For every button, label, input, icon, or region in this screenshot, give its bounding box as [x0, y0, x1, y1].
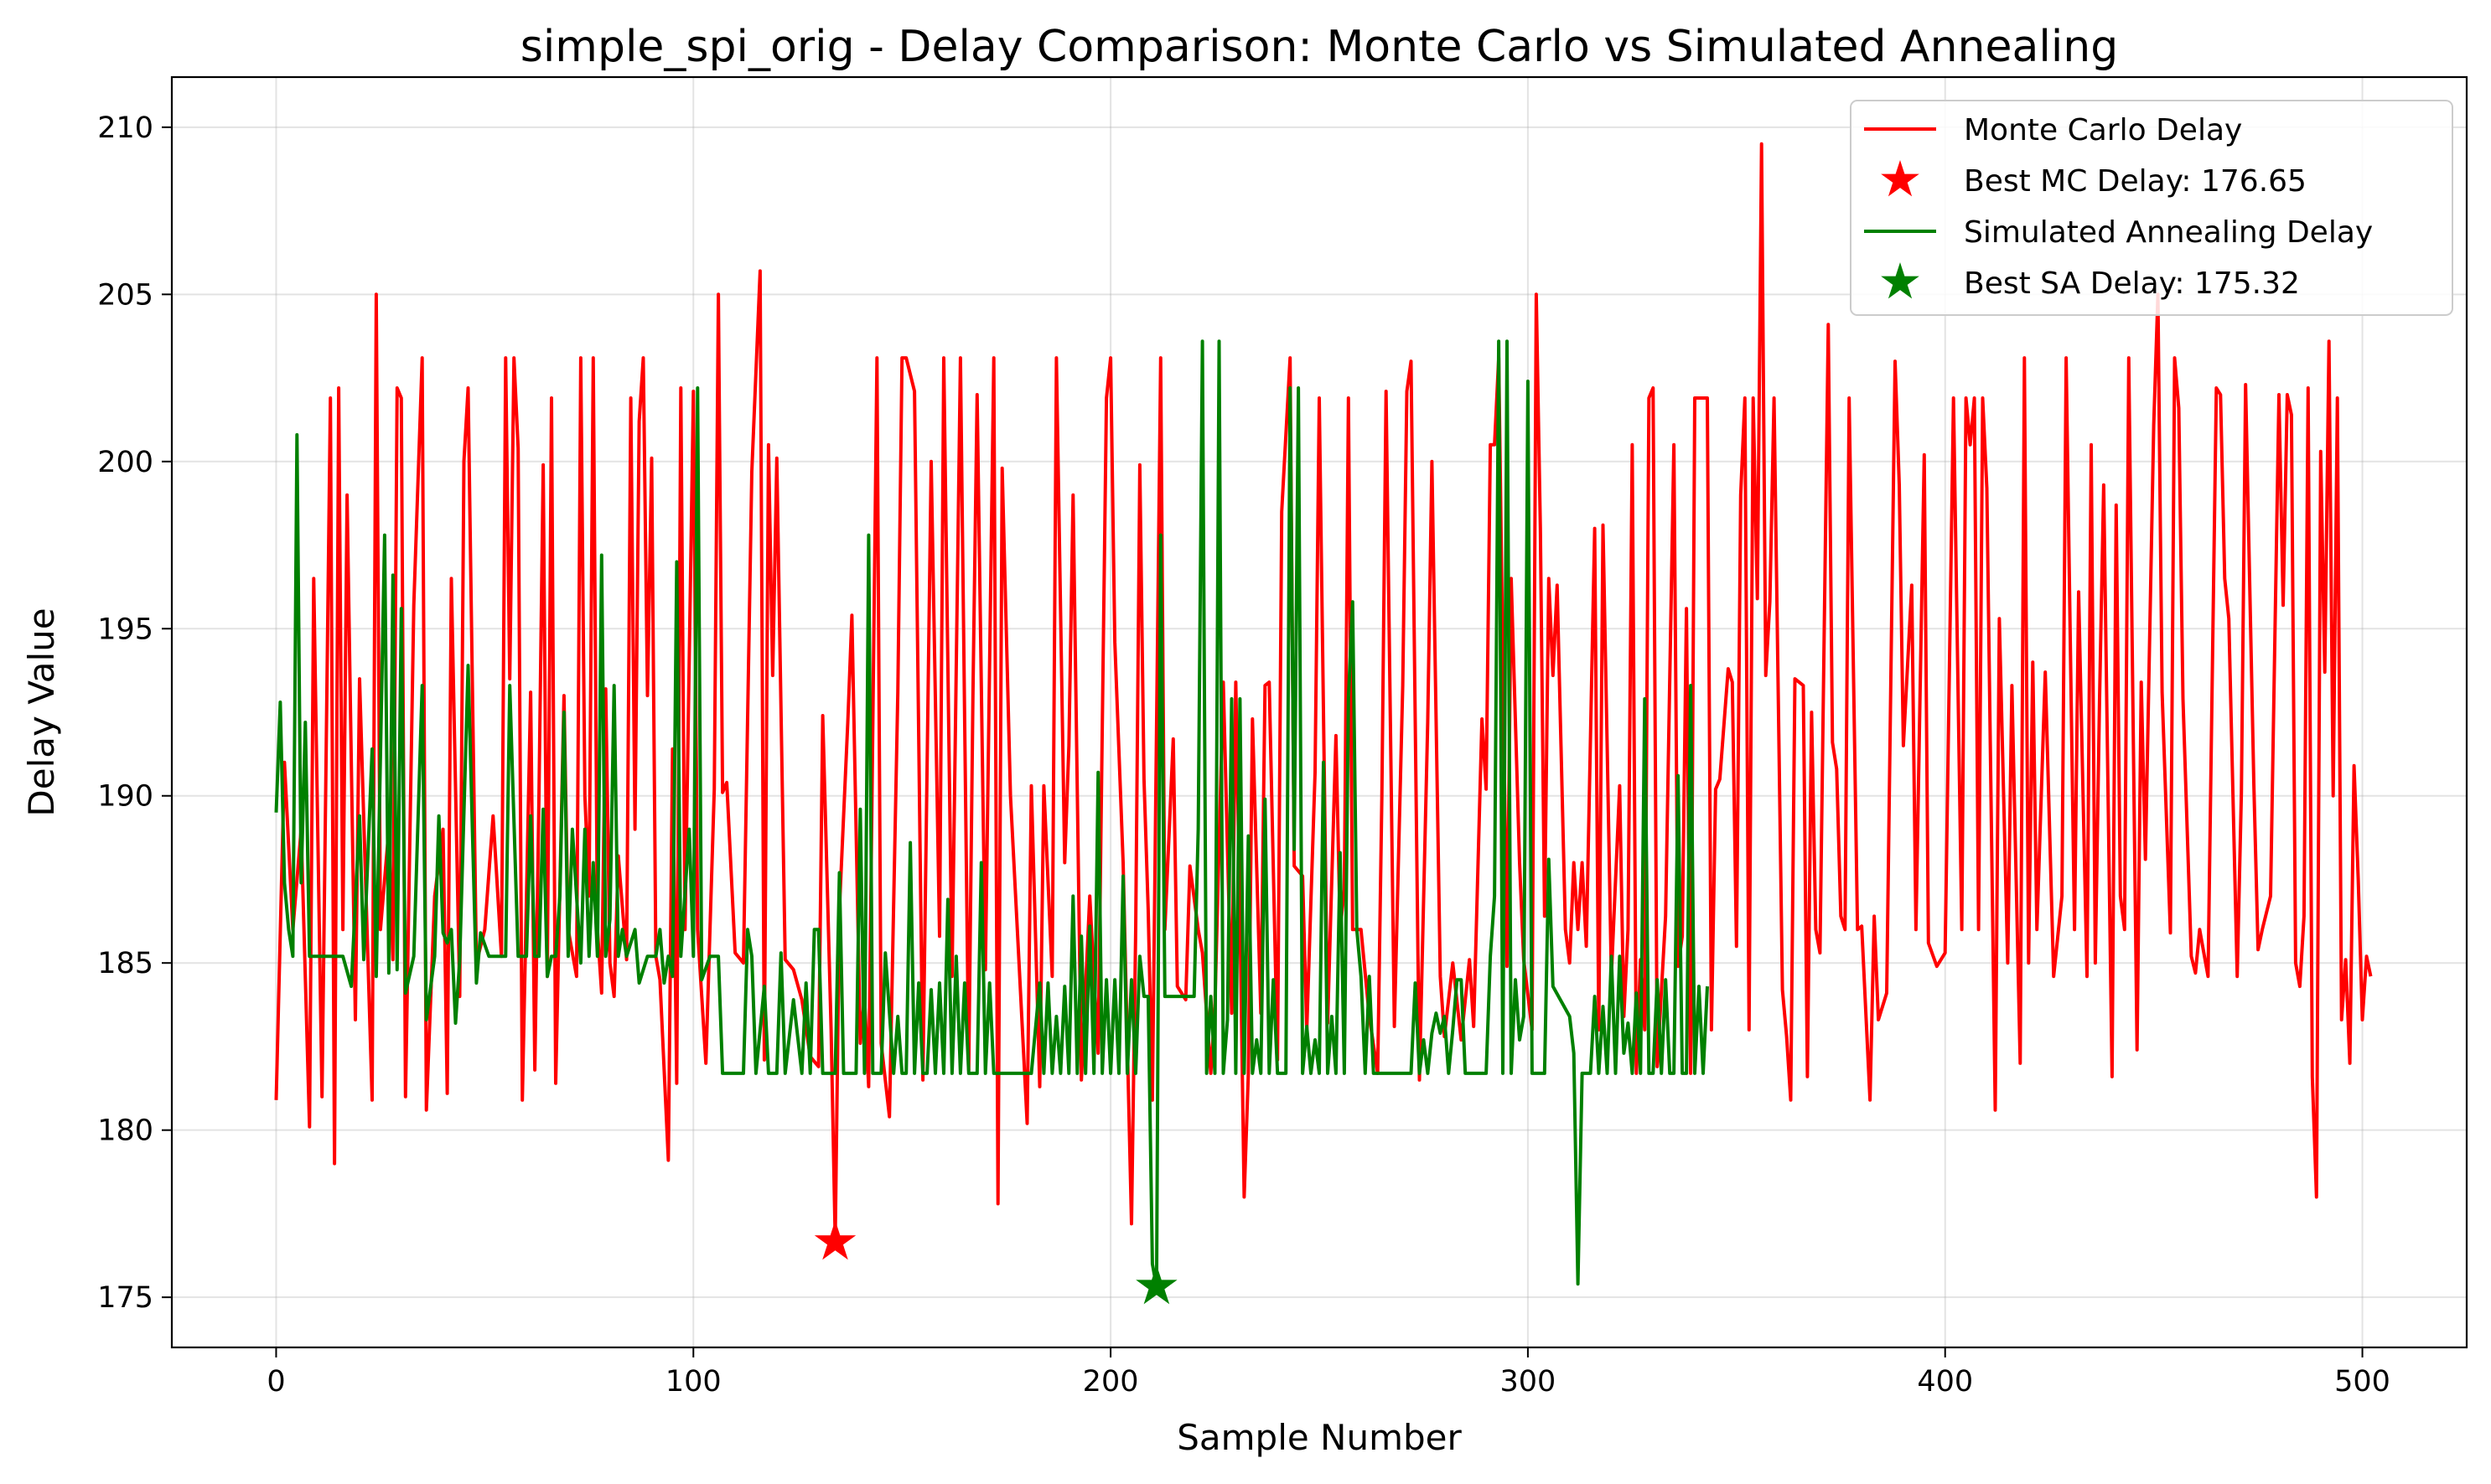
y-tick-label: 180 [97, 1114, 153, 1148]
x-tick-label: 200 [1083, 1365, 1139, 1399]
y-axis-label: Delay Value [21, 608, 62, 816]
axis-ticks: 0 100 200 300 400 500 175 180 185 190 195 200 205 210 [97, 111, 2390, 1399]
legend-swatch-mc-star [1881, 160, 1919, 197]
best-sa-delay-marker [1136, 1264, 1178, 1305]
legend-label-sa-line: Simulated Annealing Delay [1964, 215, 2373, 250]
x-tick-label: 400 [1917, 1365, 1973, 1399]
series-layer [274, 142, 2373, 1305]
y-tick-label: 190 [97, 780, 153, 814]
legend-label-mc-star: Best MC Delay: 176.65 [1964, 164, 2307, 199]
y-tick-label: 200 [97, 446, 153, 479]
chart-title: simple_spi_orig - Delay Comparison: Mont… [520, 22, 2118, 72]
best-mc-delay-marker [814, 1220, 857, 1260]
x-tick-label: 0 [267, 1365, 285, 1399]
x-tick-label: 300 [1500, 1365, 1556, 1399]
y-tick-label: 185 [97, 947, 153, 980]
simulated-annealing-delay-line [274, 339, 1709, 1290]
x-tick-label: 100 [665, 1365, 722, 1399]
legend-label-sa-star: Best SA Delay: 175.32 [1964, 266, 2300, 301]
x-tick-label: 500 [2334, 1365, 2390, 1399]
legend: Monte Carlo Delay Best MC Delay: 176.65 … [1850, 100, 2453, 316]
y-tick-label: 175 [97, 1281, 153, 1315]
legend-label-mc-line: Monte Carlo Delay [1964, 113, 2242, 147]
legend-swatch-sa-star [1881, 262, 1919, 299]
y-tick-label: 195 [97, 613, 153, 646]
y-tick-label: 210 [97, 111, 153, 145]
y-tick-label: 205 [97, 278, 153, 312]
legend-box [1850, 100, 2453, 316]
plot-frame [170, 75, 2468, 1349]
x-axis-label: Sample Number [1177, 1417, 1462, 1458]
